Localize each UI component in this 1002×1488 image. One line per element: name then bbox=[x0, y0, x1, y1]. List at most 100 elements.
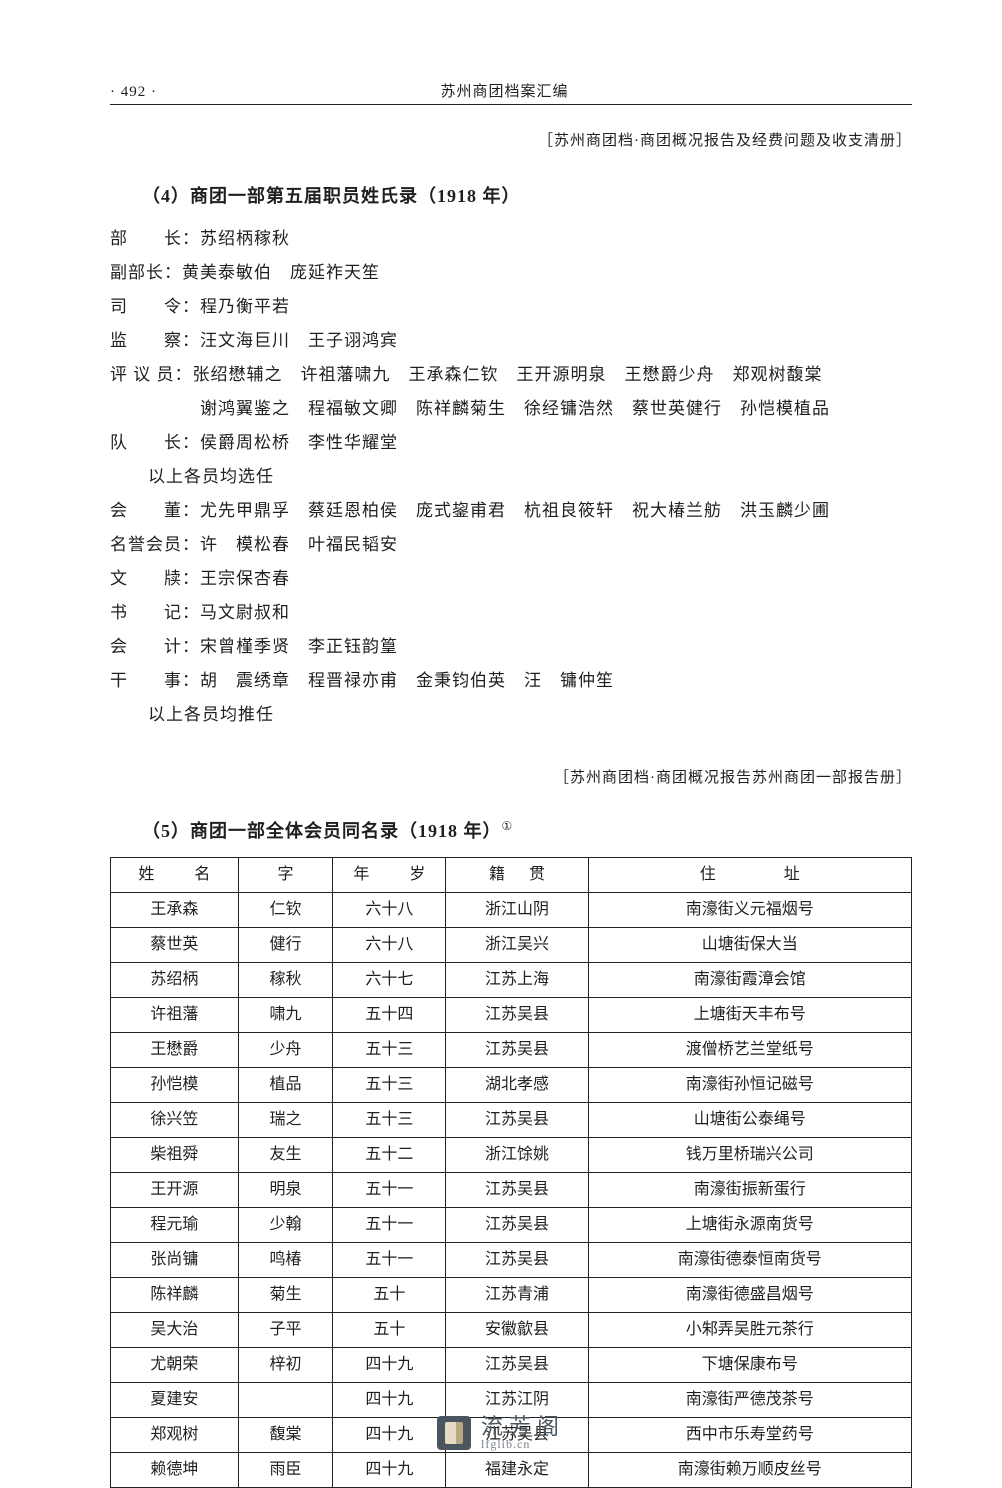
table-cell: 稼秋 bbox=[238, 963, 333, 998]
table-header-cell: 籍 贯 bbox=[446, 858, 588, 893]
table-row: 蔡世英健行六十八浙江吴兴山塘街保大当 bbox=[111, 928, 912, 963]
table-cell: 四十九 bbox=[333, 1453, 446, 1488]
table-row: 尤朝荣梓初四十九江苏吴县下塘保康布号 bbox=[111, 1348, 912, 1383]
table-cell: 南濠街孙恒记磁号 bbox=[588, 1068, 911, 1103]
table-cell: 六十八 bbox=[333, 928, 446, 963]
table-cell: 四十九 bbox=[333, 1383, 446, 1418]
table-cell: 南濠街德泰恒南货号 bbox=[588, 1243, 911, 1278]
table-cell: 五十三 bbox=[333, 1068, 446, 1103]
roster-line: 书 记：马文尉叔和 bbox=[110, 596, 912, 630]
table-row: 夏建安四十九江苏江阴南濠街严德茂茶号 bbox=[111, 1383, 912, 1418]
table-cell: 南濠街严德茂茶号 bbox=[588, 1383, 911, 1418]
table-cell: 王懋爵 bbox=[111, 1033, 239, 1068]
roster-line: 评 议 员：张绍懋辅之 许祖藩啸九 王承森仁钦 王开源明泉 王懋爵少舟 郑观树馥… bbox=[110, 358, 912, 392]
table-cell: 山塘街保大当 bbox=[588, 928, 911, 963]
table-cell: 陈祥麟 bbox=[111, 1278, 239, 1313]
table-cell: 菊生 bbox=[238, 1278, 333, 1313]
table-cell: 五十三 bbox=[333, 1103, 446, 1138]
table-cell bbox=[238, 1383, 333, 1418]
table-row: 赖德坤雨臣四十九福建永定南濠街赖万顺皮丝号 bbox=[111, 1453, 912, 1488]
table-cell: 下塘保康布号 bbox=[588, 1348, 911, 1383]
table-cell: 浙江吴兴 bbox=[446, 928, 588, 963]
table-cell: 浙江山阴 bbox=[446, 893, 588, 928]
table-row: 徐兴笠瑞之五十三江苏吴县山塘街公泰绳号 bbox=[111, 1103, 912, 1138]
roster-line: 副部长：黄美泰敏伯 庞延祚天笙 bbox=[110, 256, 912, 290]
table-cell: 江苏吴县 bbox=[446, 998, 588, 1033]
table-cell: 五十三 bbox=[333, 1033, 446, 1068]
table-header-row: 姓 名字年 岁籍 贯住 址 bbox=[111, 858, 912, 893]
table-cell: 江苏吴县 bbox=[446, 1208, 588, 1243]
section5-footnote-marker: ① bbox=[502, 819, 514, 833]
table-cell: 鸣椿 bbox=[238, 1243, 333, 1278]
table-cell: 五十 bbox=[333, 1313, 446, 1348]
table-cell: 南濠街赖万顺皮丝号 bbox=[588, 1453, 911, 1488]
book-icon bbox=[445, 1422, 463, 1444]
roster-line: 监 察：汪文海巨川 王子诩鸿宾 bbox=[110, 324, 912, 358]
table-header-cell: 字 bbox=[238, 858, 333, 893]
table-cell: 西中市乐寿堂药号 bbox=[588, 1418, 911, 1453]
watermark-icon bbox=[437, 1416, 471, 1450]
section4-title: （4）商团一部第五届职员姓氏录（1918 年） bbox=[142, 182, 912, 208]
table-row: 王懋爵少舟五十三江苏吴县渡僧桥艺兰堂纸号 bbox=[111, 1033, 912, 1068]
table-cell: 王承森 bbox=[111, 893, 239, 928]
table-cell: 湖北孝感 bbox=[446, 1068, 588, 1103]
table-row: 许祖藩啸九五十四江苏吴县上塘街天丰布号 bbox=[111, 998, 912, 1033]
table-cell: 浙江馀姚 bbox=[446, 1138, 588, 1173]
table-cell: 江苏吴县 bbox=[446, 1103, 588, 1138]
roster-line: 司 令：程乃衡平若 bbox=[110, 290, 912, 324]
table-row: 柴祖舜友生五十二浙江馀姚钱万里桥瑞兴公司 bbox=[111, 1138, 912, 1173]
roster-line: 谢鸿翼鉴之 程福敏文卿 陈祥麟菊生 徐经镛浩然 蔡世英健行 孙恺模植品 bbox=[110, 392, 912, 426]
watermark-cn: 流芳阁 bbox=[481, 1415, 565, 1438]
table-cell: 江苏吴县 bbox=[446, 1173, 588, 1208]
table-cell: 五十一 bbox=[333, 1173, 446, 1208]
table-cell: 孙恺模 bbox=[111, 1068, 239, 1103]
table-body: 王承森仁钦六十八浙江山阴南濠街义元福烟号蔡世英健行六十八浙江吴兴山塘街保大当苏绍… bbox=[111, 893, 912, 1488]
table-row: 王开源明泉五十一江苏吴县南濠街振新蛋行 bbox=[111, 1173, 912, 1208]
table-cell: 江苏吴县 bbox=[446, 1348, 588, 1383]
table-cell: 五十一 bbox=[333, 1243, 446, 1278]
table-cell: 江苏吴县 bbox=[446, 1033, 588, 1068]
table-row: 孙恺模植品五十三湖北孝感南濠街孙恒记磁号 bbox=[111, 1068, 912, 1103]
table-cell: 南濠街义元福烟号 bbox=[588, 893, 911, 928]
table-cell: 馥棠 bbox=[238, 1418, 333, 1453]
source-note-top: ［苏州商团档·商团概况报告及经费问题及收支清册］ bbox=[110, 129, 912, 150]
table-cell: 瑞之 bbox=[238, 1103, 333, 1138]
table-cell: 仁钦 bbox=[238, 893, 333, 928]
table-cell: 四十九 bbox=[333, 1418, 446, 1453]
table-cell: 张尚镛 bbox=[111, 1243, 239, 1278]
table-cell: 上塘街永源南货号 bbox=[588, 1208, 911, 1243]
table-cell: 五十二 bbox=[333, 1138, 446, 1173]
table-cell: 明泉 bbox=[238, 1173, 333, 1208]
table-cell: 友生 bbox=[238, 1138, 333, 1173]
table-cell: 苏绍柄 bbox=[111, 963, 239, 998]
table-cell: 梓初 bbox=[238, 1348, 333, 1383]
table-cell: 子平 bbox=[238, 1313, 333, 1348]
table-cell: 四十九 bbox=[333, 1348, 446, 1383]
roster-line: 会 董：尤先甲鼎孚 蔡廷恩柏侯 庞式鋆甫君 杭祖良筱轩 祝大椿兰舫 洪玉麟少圃 bbox=[110, 494, 912, 528]
roster-line: 名誉会员：许 模松春 叶福民韬安 bbox=[110, 528, 912, 562]
source-note-mid: ［苏州商团档·商团概况报告苏州商团一部报告册］ bbox=[110, 766, 912, 787]
roster-line: 部 长：苏绍柄稼秋 bbox=[110, 222, 912, 256]
table-row: 张尚镛鸣椿五十一江苏吴县南濠街德泰恒南货号 bbox=[111, 1243, 912, 1278]
table-cell: 许祖藩 bbox=[111, 998, 239, 1033]
roster-line: 会 计：宋曾槿季贤 李正钰韵篁 bbox=[110, 630, 912, 664]
roster-line: 文 牍：王宗保杏春 bbox=[110, 562, 912, 596]
table-cell: 赖德坤 bbox=[111, 1453, 239, 1488]
table-cell: 蔡世英 bbox=[111, 928, 239, 963]
table-cell: 五十一 bbox=[333, 1208, 446, 1243]
table-cell: 山塘街公泰绳号 bbox=[588, 1103, 911, 1138]
table-cell: 小邾弄吴胜元茶行 bbox=[588, 1313, 911, 1348]
section5-title-text: （5）商团一部全体会员同名录（1918 年） bbox=[142, 821, 502, 841]
table-cell: 郑观树 bbox=[111, 1418, 239, 1453]
roster-line: 干 事：胡 震绣章 程晋禄亦甫 金秉钧伯英 汪 镛仲笙 bbox=[110, 664, 912, 698]
recommended-note: 以上各员均推任 bbox=[148, 698, 912, 732]
table-header-cell: 年 岁 bbox=[333, 858, 446, 893]
table-cell: 吴大治 bbox=[111, 1313, 239, 1348]
elected-note: 以上各员均选任 bbox=[148, 460, 912, 494]
table-row: 程元瑜少翰五十一江苏吴县上塘街永源南货号 bbox=[111, 1208, 912, 1243]
page-header: · 492 · 苏州商团档案汇编 bbox=[110, 80, 912, 105]
table-cell: 六十八 bbox=[333, 893, 446, 928]
table-row: 苏绍柄稼秋六十七江苏上海南濠街霞漳会馆 bbox=[111, 963, 912, 998]
watermark: 流芳阁 lfglib.cn bbox=[437, 1415, 565, 1451]
book-title: 苏州商团档案汇编 bbox=[440, 80, 568, 101]
